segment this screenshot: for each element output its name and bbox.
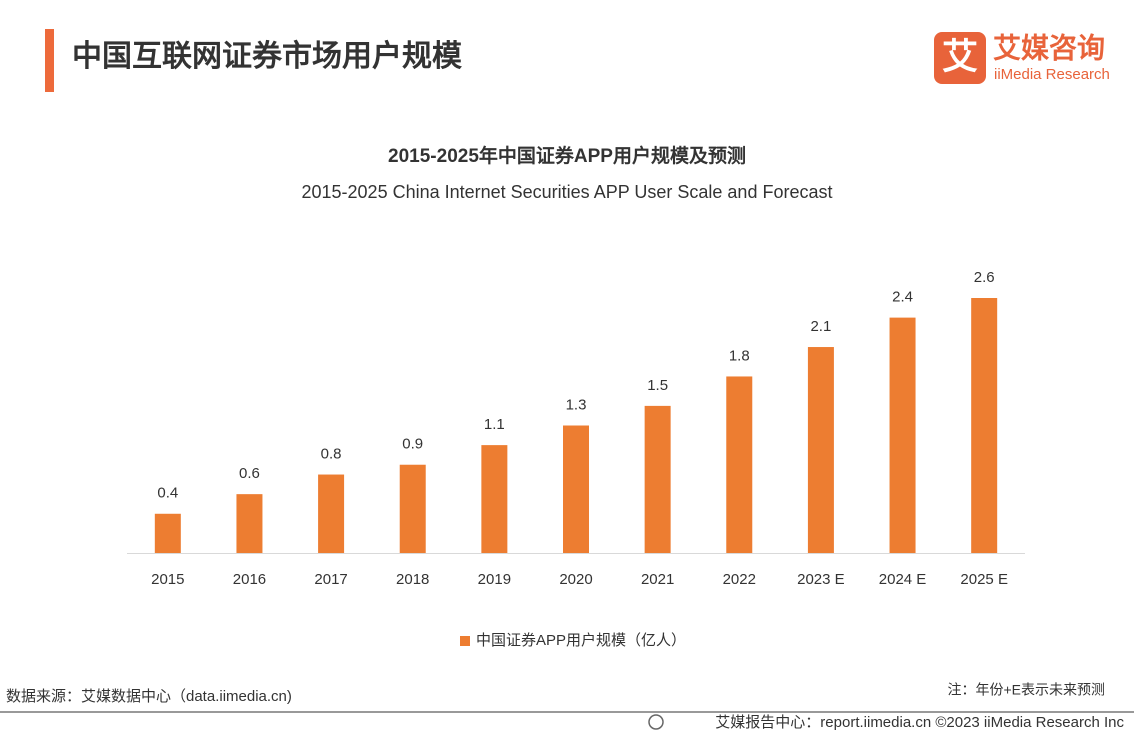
source: 数据来源：艾媒数据中心（data.iimedia.cn)	[6, 688, 292, 705]
data-label: 1.3	[566, 396, 587, 413]
chart-subtitle: 2015-2025 China Internet Securities APP …	[302, 182, 833, 202]
bar	[399, 464, 426, 553]
data-label: 2.6	[974, 269, 995, 286]
x-tick-label: 2017	[314, 571, 347, 588]
x-tick-label: 2021	[641, 571, 674, 588]
x-tick-label: 2025 E	[960, 571, 1008, 588]
data-label: 2.1	[810, 318, 831, 335]
x-tick-label: 2024 E	[879, 571, 927, 588]
bar	[971, 298, 998, 553]
x-tick-label: 2020	[559, 571, 592, 588]
x-tick-label: 2019	[478, 571, 511, 588]
x-tick-label: 2022	[723, 571, 756, 588]
globe-icon	[648, 714, 664, 730]
data-label: 1.8	[729, 347, 750, 364]
data-label: 0.4	[157, 485, 178, 502]
chart-title: 2015-2025年中国证券APP用户规模及预测	[388, 144, 746, 167]
x-tick-label: 2018	[396, 571, 429, 588]
data-label: 2.4	[892, 289, 913, 306]
page-title: 中国互联网证券市场用户规模	[72, 39, 462, 73]
logo-name-en: iiMedia Research	[994, 66, 1110, 83]
logo-name: 艾媒咨询	[993, 32, 1105, 63]
bar	[318, 474, 345, 553]
bar	[889, 317, 916, 553]
data-label: 0.8	[321, 446, 342, 463]
data-label: 0.9	[402, 436, 423, 453]
bar	[236, 494, 263, 553]
data-label: 0.6	[239, 465, 260, 482]
logo-icon	[934, 32, 986, 84]
bar	[563, 425, 589, 553]
legend-swatch	[460, 636, 470, 646]
note: 注：年份+E表示未来预测	[947, 682, 1105, 698]
data-label: 1.1	[484, 416, 505, 433]
x-tick-label: 2023 E	[797, 571, 845, 588]
legend-label: 中国证券APP用户规模（亿人）	[476, 632, 686, 649]
x-tick-label: 2015	[151, 571, 184, 588]
bar	[481, 445, 508, 553]
logo-icon-text: 艾	[942, 36, 978, 77]
title-accent	[45, 29, 54, 92]
copyright: 艾媒报告中心：report.iimedia.cn ©2023 iiMedia R…	[715, 714, 1124, 731]
bar	[726, 376, 753, 553]
bar	[154, 513, 181, 553]
data-label: 1.5	[647, 377, 668, 394]
bar	[644, 405, 671, 553]
x-tick-label: 2016	[233, 571, 266, 588]
bar	[807, 347, 834, 553]
